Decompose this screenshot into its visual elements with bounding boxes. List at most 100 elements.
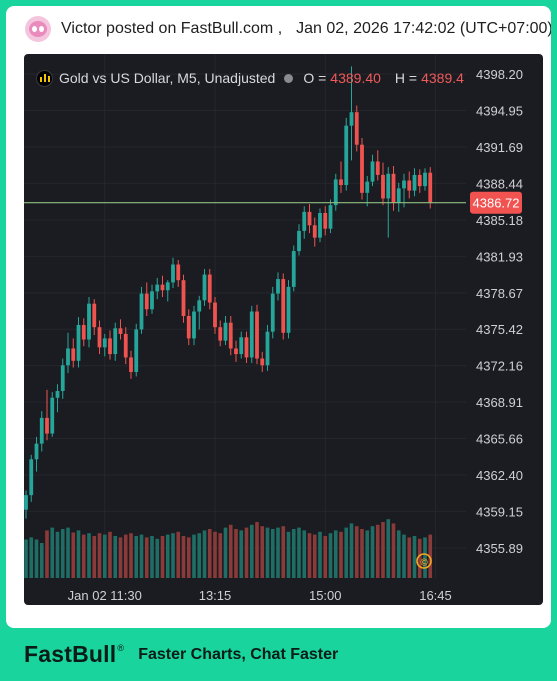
volume-bar bbox=[81, 534, 86, 578]
candle-body bbox=[423, 172, 427, 187]
volume-bar bbox=[97, 533, 102, 578]
last-price-label: 4386.72 bbox=[473, 196, 520, 211]
registered-mark: ® bbox=[117, 643, 125, 653]
volume-bar bbox=[260, 526, 265, 578]
candle-body bbox=[318, 212, 322, 238]
watermark-glyph: © bbox=[420, 558, 428, 569]
x-tick-label: 16:45 bbox=[419, 588, 452, 603]
candle-body bbox=[24, 495, 28, 510]
legend-symbol: Gold vs US Dollar, M5, Unadjusted bbox=[59, 70, 276, 86]
candle-body bbox=[71, 348, 76, 361]
volume-bar bbox=[139, 534, 144, 578]
candle-body bbox=[87, 303, 91, 340]
volume-bar bbox=[192, 534, 196, 578]
volume-bar bbox=[71, 532, 76, 578]
volume-bar bbox=[29, 537, 34, 578]
candle-body bbox=[291, 251, 296, 287]
candle-body bbox=[239, 337, 244, 355]
candle-body bbox=[396, 188, 401, 203]
volume-bar bbox=[197, 533, 202, 578]
footer-tagline: Faster Charts, Chat Faster bbox=[138, 645, 339, 663]
candle-body bbox=[81, 324, 86, 340]
chart-legend: Gold vs US Dollar, M5, Unadjusted O = 43… bbox=[36, 69, 478, 87]
legend-high-label: H = bbox=[394, 70, 418, 86]
volume-bar bbox=[375, 524, 380, 578]
volume-bar bbox=[134, 536, 139, 578]
candle-body bbox=[66, 348, 70, 366]
candle-body bbox=[265, 331, 270, 366]
candle-body bbox=[144, 293, 149, 310]
fastbull-logo[interactable]: FastBull® bbox=[24, 641, 124, 668]
volume-bar bbox=[171, 533, 175, 578]
volume-bar bbox=[66, 527, 70, 578]
volume-bar bbox=[328, 533, 333, 578]
last-price-badge bbox=[470, 191, 522, 214]
volume-bar bbox=[307, 533, 312, 578]
y-tick-label: 4372.16 bbox=[476, 359, 523, 374]
candle-body bbox=[417, 174, 422, 187]
candle-body bbox=[92, 303, 97, 328]
footer-bar: FastBull® Faster Charts, Chat Faster bbox=[0, 628, 557, 681]
price-chart[interactable]: 4398.20 4394.95 4391.69 4388.44 4385.18 4381.… bbox=[24, 54, 543, 605]
avatar[interactable] bbox=[25, 16, 51, 42]
volume-bar bbox=[165, 534, 170, 578]
y-tick-label: 4365.66 bbox=[476, 431, 523, 446]
candle-body bbox=[139, 293, 144, 330]
y-tick-label: 4378.67 bbox=[476, 286, 523, 301]
volume-bar bbox=[60, 529, 65, 578]
candle-body bbox=[297, 230, 301, 252]
candle-body bbox=[428, 172, 433, 203]
volume-bar bbox=[396, 530, 401, 578]
volume-bar bbox=[155, 538, 160, 578]
candle-body bbox=[375, 161, 380, 175]
watermark-icon bbox=[416, 553, 432, 569]
candle-body bbox=[234, 348, 238, 355]
candle-body bbox=[55, 391, 60, 398]
candle-body bbox=[412, 174, 417, 191]
candle-body bbox=[97, 327, 102, 348]
candle-body bbox=[328, 205, 333, 229]
volume-bar bbox=[234, 529, 238, 578]
volume-bar bbox=[50, 527, 55, 578]
volume-bar bbox=[286, 531, 291, 578]
candle-body bbox=[260, 358, 265, 366]
candle-body bbox=[197, 300, 202, 312]
candle-body bbox=[202, 274, 207, 301]
candle-body bbox=[255, 311, 259, 359]
candle-body bbox=[186, 316, 191, 339]
x-tick-label: Jan 02 11:30 bbox=[68, 588, 142, 603]
volume-bar bbox=[113, 536, 118, 578]
volume-bar bbox=[76, 530, 81, 578]
candle-body bbox=[223, 322, 228, 341]
volume-bar bbox=[39, 543, 44, 578]
volume-bar bbox=[255, 522, 259, 578]
volume-bar bbox=[381, 522, 385, 578]
volume-bar bbox=[423, 537, 427, 578]
candle-body bbox=[349, 112, 354, 126]
candle-body bbox=[360, 144, 364, 193]
volume-bar bbox=[391, 523, 396, 578]
candle-body bbox=[50, 397, 55, 434]
candle-body bbox=[181, 280, 186, 316]
volume-bar bbox=[249, 524, 254, 578]
volume-bar bbox=[276, 527, 280, 578]
brand-name: FastBull bbox=[24, 641, 117, 667]
candle-body bbox=[381, 174, 385, 199]
candle-body bbox=[312, 225, 317, 238]
volume-bar bbox=[312, 534, 317, 578]
candle-body bbox=[192, 311, 196, 339]
candlestick-chart[interactable]: 4398.20 4394.95 4391.69 4388.44 4385.18 4381.… bbox=[24, 54, 543, 605]
candle-body bbox=[354, 112, 359, 145]
post-datetime: Jan 02, 2026 17:42:02 (UTC+07:00) bbox=[296, 20, 551, 37]
candle-body bbox=[108, 338, 112, 355]
volume-bar bbox=[354, 526, 359, 578]
volume-bar bbox=[339, 531, 343, 578]
volume-bar bbox=[281, 526, 286, 578]
candle-body bbox=[134, 329, 139, 372]
volume-bar bbox=[239, 530, 244, 578]
candle-body bbox=[302, 211, 307, 231]
y-tick-label: 4375.42 bbox=[476, 322, 523, 337]
volume-bar bbox=[265, 527, 270, 578]
y-tick-label: 4381.93 bbox=[476, 249, 523, 264]
candle-body bbox=[118, 328, 123, 334]
